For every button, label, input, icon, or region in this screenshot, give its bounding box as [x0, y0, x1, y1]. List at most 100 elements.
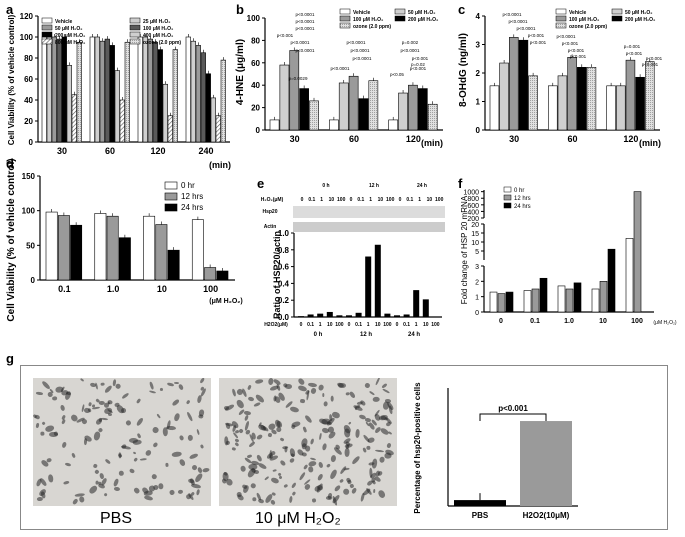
micrograph-pbs-cell [36, 391, 45, 395]
c-bar-2-4 [645, 61, 655, 131]
b-legend-label-0: Vehicle [353, 10, 370, 16]
panel-label-c: c [458, 2, 466, 17]
f-ytick-label-top-4: 1000 [463, 190, 479, 197]
f-legend-swatch-1 [503, 194, 512, 201]
f-ytick-label-top-0: 200 [467, 216, 479, 223]
micrograph-h2o2-cell [234, 441, 239, 447]
micrograph-h2o2-cell [329, 455, 337, 463]
a-legend-label-0: Vehicle [55, 19, 72, 25]
micrograph-h2o2-cell [257, 462, 268, 471]
micrograph-h2o2-cell [372, 488, 376, 493]
a-legend-swatch-7 [129, 38, 141, 45]
e-bar-3 [326, 311, 333, 317]
g-xtick-label-1: H2O2(10μM) [523, 511, 570, 520]
g-bar-0 [454, 500, 506, 506]
e-xtick-label-5: 0 [348, 322, 351, 328]
e-blot-lane-12: 1 [418, 197, 421, 203]
micrograph-h2o2-cell [329, 469, 338, 480]
micrograph-pbs-cell [59, 404, 66, 412]
e-bar-0 [298, 316, 304, 317]
a-xtick-label-1: 60 [105, 146, 115, 156]
micrograph-pbs [33, 378, 211, 506]
e-ylabel: Ratio of HSP20/actin [272, 231, 282, 319]
f-ytick-label-mid-3: 20 [471, 222, 479, 229]
f-bar-1-1 [531, 288, 540, 313]
micrograph-pbs-cell [177, 383, 184, 391]
g-annotation: p<0.001 [498, 404, 528, 413]
micrograph-h2o2-cell [283, 483, 289, 489]
b-annotation-0: p<0.0001 [296, 12, 315, 17]
b-legend-label-2: 100 μM H₂O₂ [353, 17, 383, 23]
g-xtick-label-0: PBS [472, 511, 489, 520]
d-legend-label-2: 24 hrs [181, 203, 203, 212]
a-bar-0-4 [61, 36, 67, 143]
a-bar-3-7 [220, 59, 226, 143]
micrograph-pbs-cell [41, 421, 46, 427]
micrograph-pbs-cell [88, 402, 92, 407]
a-legend-swatch-3 [129, 24, 141, 31]
a-bar-3-6 [215, 115, 221, 143]
e-bar-11 [403, 314, 410, 317]
micrograph-h2o2 [219, 378, 397, 506]
c-legend-label-1: 50 μM H₂O₂ [625, 10, 653, 16]
micrograph-h2o2-cell [236, 398, 246, 409]
micrograph-pbs-cell [173, 412, 181, 423]
micrograph-pbs-cell [114, 486, 121, 492]
a-legend-swatch-0 [41, 17, 53, 24]
micrograph-h2o2-cell [236, 492, 242, 497]
a-bar-0-6 [71, 94, 77, 143]
micrograph-pbs-cell [64, 461, 71, 467]
e-blot-group-0: 0 h [322, 183, 329, 189]
b-bar-0-1 [279, 64, 290, 131]
d-xtick-label-1: 1.0 [107, 284, 120, 294]
micrograph-pbs-cell [52, 396, 58, 401]
micrograph-pbs-cell [128, 437, 139, 443]
micrograph-h2o2-cell [347, 420, 352, 425]
micrograph-h2o2-cell [289, 448, 297, 458]
micrograph-h2o2-cell [337, 382, 346, 389]
e-xtick-label-13: 10 [423, 322, 429, 328]
micrograph-pbs-cell [133, 487, 141, 495]
d-legend-label-1: 12 hrs [181, 192, 203, 201]
f-bar-4-0 [625, 238, 634, 313]
e-blot-group-2: 24 h [417, 183, 427, 189]
b-annotation-15: p<0.001 [412, 56, 429, 61]
micrograph-pbs-cell [105, 458, 112, 465]
d-ytick-label-1: 50 [26, 241, 35, 250]
e-blot-group-1: 12 h [369, 183, 379, 189]
c-legend-label-0: Vehicle [569, 10, 586, 16]
micrograph-pbs-cell [136, 398, 142, 405]
b-bar-1-1 [338, 82, 349, 131]
b-legend-label-1: 50 μM H₂O₂ [408, 10, 436, 16]
e-blot-lane-1: 0.1 [308, 197, 315, 203]
micrograph-h2o2-cell [317, 383, 325, 392]
panel-label-f: f [458, 176, 463, 191]
b-xtick-label-2: 120 [406, 134, 421, 144]
micrograph-pbs-cell [198, 414, 204, 419]
c-annotation-8: p<0.001 [570, 54, 587, 59]
micrograph-pbs-cell [171, 451, 183, 458]
f-bar-0-1 [497, 293, 506, 313]
d-bar-1-0 [94, 213, 107, 281]
a-ytick-label-6: 120 [20, 12, 34, 21]
f-bar-3-1 [599, 281, 608, 313]
micrograph-h2o2-cell [379, 456, 386, 464]
f-bar-3-0 [591, 288, 600, 313]
e-blot-lane-11: 0.1 [406, 197, 413, 203]
a-xtick-label-2: 120 [150, 146, 165, 156]
f-bar-2-1 [565, 288, 574, 313]
micrograph-h2o2-cell [288, 457, 296, 465]
e-blot-row-hsp20: Hsp20 [262, 209, 277, 215]
e-xtick-label-12: 1 [415, 322, 418, 328]
micrograph-h2o2-cell [276, 383, 282, 392]
f-legend-swatch-2 [503, 202, 512, 209]
micrograph-pbs-cell [81, 418, 89, 426]
micrograph-h2o2-cell [249, 482, 257, 489]
micrograph-pbs-cell [152, 441, 159, 449]
d-bar-3-2 [216, 270, 229, 281]
f-ytick-label-mid-2: 15 [471, 231, 479, 238]
micrograph-h2o2-cell [248, 463, 258, 470]
a-bar-2-3 [152, 41, 158, 143]
micrograph-h2o2-cell [291, 491, 297, 497]
c-annotation-11: p<0.001 [646, 56, 663, 61]
